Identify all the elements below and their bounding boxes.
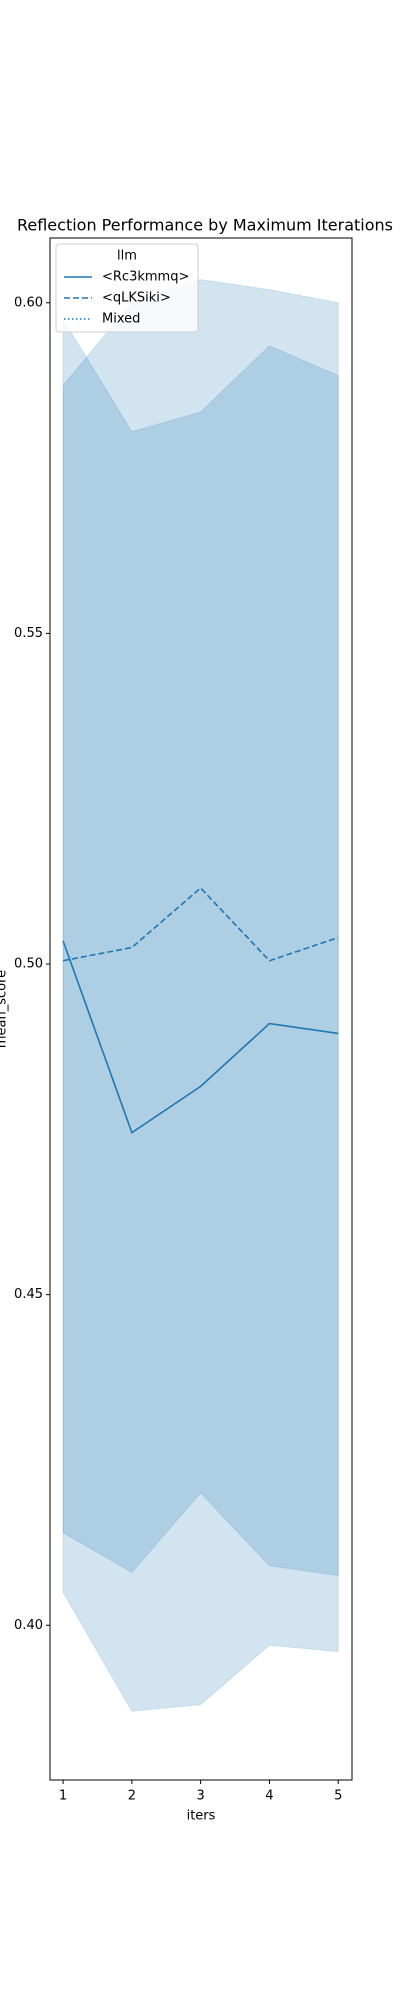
legend-box — [55, 243, 199, 333]
confidence-band — [62, 317, 339, 1712]
y-tick-label: 0.60 — [14, 295, 43, 310]
series-line — [62, 886, 339, 962]
x-tick-label: 5 — [334, 1789, 342, 1804]
legend-label: <Rc3kmmq> — [102, 270, 189, 285]
y-axis-label: mean_score — [0, 970, 10, 1048]
confidence-band — [62, 279, 339, 1577]
chart-title: Reflection Performance by Maximum Iterat… — [17, 216, 393, 235]
series-line — [62, 940, 339, 1134]
legend-label: <qLKSiki> — [102, 291, 171, 306]
legend-label: Mixed — [102, 312, 140, 327]
y-tick-label: 0.40 — [14, 1618, 43, 1633]
x-tick-label: 1 — [59, 1789, 67, 1804]
legend-title: llm — [117, 249, 137, 264]
x-tick-label: 4 — [265, 1789, 273, 1804]
x-axis-label: iters — [187, 1809, 216, 1824]
x-tick-label: 2 — [128, 1789, 136, 1804]
x-tick-label: 3 — [197, 1789, 205, 1804]
y-tick-label: 0.55 — [14, 626, 43, 641]
y-tick-label: 0.50 — [14, 957, 43, 972]
y-tick-label: 0.45 — [14, 1287, 43, 1302]
